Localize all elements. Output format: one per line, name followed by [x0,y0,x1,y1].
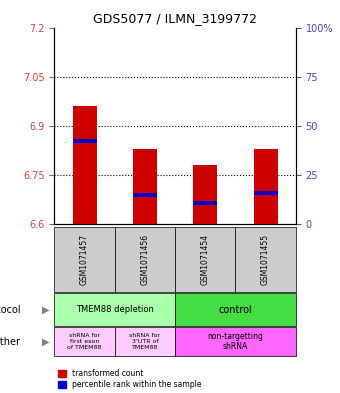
Text: GSM1071457: GSM1071457 [80,234,89,285]
Bar [133,193,157,196]
FancyBboxPatch shape [54,228,115,292]
FancyBboxPatch shape [115,228,175,292]
Text: ▶: ▶ [42,337,50,347]
FancyBboxPatch shape [235,228,296,292]
Text: other: other [0,337,21,347]
Bar [254,191,278,195]
Bar [133,149,157,224]
Legend: transformed count, percentile rank within the sample: transformed count, percentile rank withi… [58,369,202,389]
Bar [72,106,97,224]
Bar [193,165,217,224]
Title: GDS5077 / ILMN_3199772: GDS5077 / ILMN_3199772 [93,12,257,25]
FancyBboxPatch shape [54,327,115,356]
Text: GSM1071456: GSM1071456 [140,234,149,285]
Text: GSM1071455: GSM1071455 [261,234,270,285]
FancyBboxPatch shape [175,327,296,356]
Text: shRNA for
first exon
of TMEM88: shRNA for first exon of TMEM88 [67,333,102,350]
Bar [193,201,217,205]
FancyBboxPatch shape [175,294,296,325]
Text: shRNA for
3'UTR of
TMEM88: shRNA for 3'UTR of TMEM88 [129,333,160,350]
Text: TMEM88 depletion: TMEM88 depletion [76,305,154,314]
FancyBboxPatch shape [115,327,175,356]
FancyBboxPatch shape [175,228,235,292]
Text: GSM1071454: GSM1071454 [201,234,210,285]
Text: non-targetting
shRNA: non-targetting shRNA [207,332,264,351]
FancyBboxPatch shape [54,294,175,325]
Bar [72,139,97,143]
Text: control: control [219,305,252,314]
Bar [254,149,278,224]
Text: protocol: protocol [0,305,21,314]
Text: ▶: ▶ [42,305,50,314]
